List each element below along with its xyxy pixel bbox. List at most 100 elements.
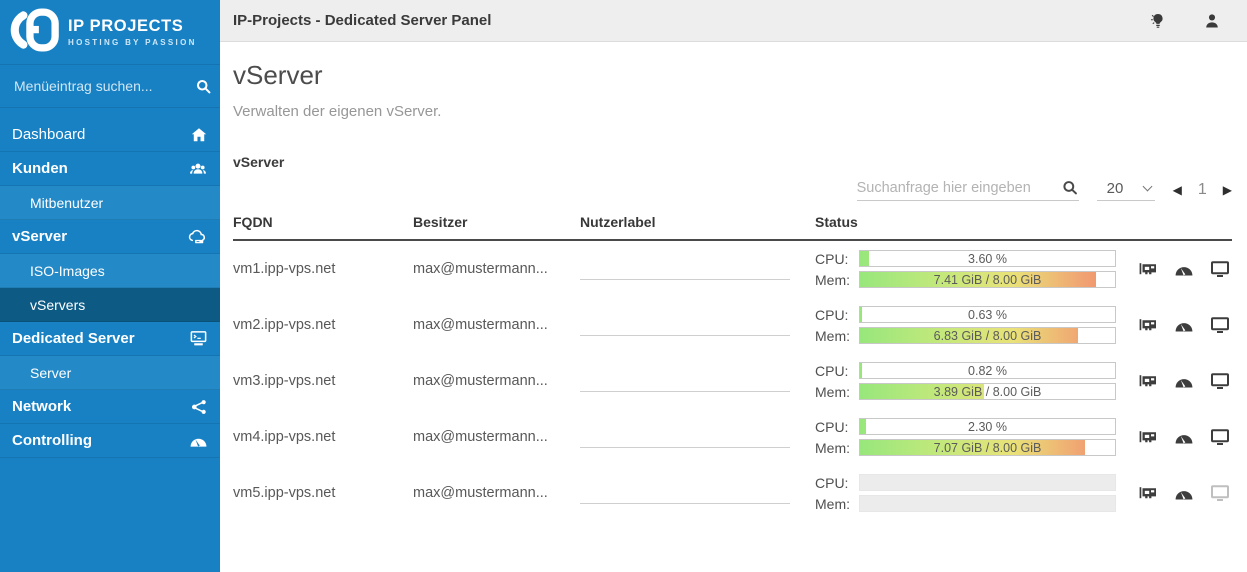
fqdn-cell: vm4.ipp-vps.net [233, 429, 336, 445]
nutzerlabel-input[interactable] [580, 370, 790, 392]
vserver-table: FQDN Besitzer Nutzerlabel Status vm1.ipp… [233, 214, 1232, 521]
brand-text: IP PROJECTS HOSTING BY PASSION [68, 17, 197, 47]
sidebar-item-vservers[interactable]: vServers [0, 288, 220, 322]
status-cell: CPU: 0.63 % Mem: 6.83 GiB / 8.00 GiB [815, 306, 1133, 344]
row-actions [1133, 371, 1232, 391]
status-cell: CPU: 0.82 % Mem: 3.89 GiB / 8.00 GiB [815, 362, 1133, 400]
row-actions [1133, 315, 1232, 335]
sidebar-search [0, 64, 220, 108]
gauge-icon [189, 432, 208, 449]
main-area: IP-Projects - Dedicated Server Panel [220, 0, 1247, 572]
network-card-icon[interactable] [1138, 259, 1158, 279]
table-row: vm1.ipp-vps.net max@mustermann... CPU: 3… [233, 241, 1232, 297]
table-search-input[interactable] [856, 180, 1061, 196]
gauge-icon[interactable] [1174, 372, 1194, 390]
table-header: FQDN Besitzer Nutzerlabel Status [233, 214, 1232, 241]
nutzerlabel-input[interactable] [580, 426, 790, 448]
prev-page-icon[interactable]: ◀ [1172, 183, 1182, 197]
nutzerlabel-input[interactable] [580, 314, 790, 336]
mem-label: Mem: [815, 327, 850, 344]
next-page-icon[interactable]: ▶ [1222, 183, 1232, 197]
mem-bar: 7.07 GiB / 8.00 GiB [859, 439, 1116, 456]
table-row: vm4.ipp-vps.net max@mustermann... CPU: 2… [233, 409, 1232, 465]
mem-bar-text: 7.07 GiB / 8.00 GiB [933, 440, 1042, 455]
monitor-icon[interactable] [1210, 259, 1230, 279]
network-card-icon[interactable] [1138, 427, 1158, 447]
sidebar-item-label: Dedicated Server [12, 330, 135, 347]
cpu-label: CPU: [815, 250, 849, 267]
network-card-icon[interactable] [1138, 483, 1158, 503]
search-icon[interactable] [195, 78, 212, 95]
sidebar-item-kunden[interactable]: Kunden [0, 152, 220, 186]
cpu-bar: 2.30 % [859, 418, 1116, 435]
mem-bar: 3.89 GiB / 8.00 GiB [859, 383, 1116, 400]
status-cell: CPU: Mem: [815, 474, 1133, 512]
sidebar-item-mitbenutzer[interactable]: Mitbenutzer [0, 186, 220, 220]
nutzerlabel-input[interactable] [580, 482, 790, 504]
monitor-icon[interactable] [1210, 371, 1230, 391]
fqdn-cell: vm1.ipp-vps.net [233, 261, 336, 277]
sidebar-item-iso-images[interactable]: ISO-Images [0, 254, 220, 288]
sidebar-item-label: Mitbenutzer [30, 194, 104, 211]
monitor-icon[interactable] [1210, 483, 1230, 503]
cpu-label: CPU: [815, 362, 849, 379]
sidebar-item-label: Server [30, 364, 72, 381]
cpu-bar: 0.82 % [859, 362, 1116, 379]
monitor-icon[interactable] [1210, 315, 1230, 335]
page-size-select[interactable]: 20 [1096, 179, 1155, 201]
nutzerlabel-input[interactable] [580, 258, 790, 280]
sidebar-item-server[interactable]: Server [0, 356, 220, 390]
page-subtitle: Verwalten der eigenen vServer. [233, 103, 442, 120]
search-icon[interactable] [1061, 179, 1079, 197]
owner-cell: max@mustermann... [413, 317, 548, 333]
menu-search-input[interactable] [14, 78, 195, 94]
cloud-server-icon [187, 228, 208, 246]
row-actions [1133, 483, 1232, 503]
brand-logo[interactable]: IP PROJECTS HOSTING BY PASSION [0, 0, 220, 64]
ip-projects-logo-icon [8, 7, 60, 58]
sidebar-item-label: Controlling [12, 432, 92, 449]
table-search [856, 179, 1079, 201]
sidebar-item-dedicated-server[interactable]: Dedicated Server [0, 322, 220, 356]
cpu-label: CPU: [815, 418, 849, 435]
cpu-bar-text: 0.63 % [968, 307, 1007, 322]
terminal-icon [189, 329, 208, 348]
gauge-icon[interactable] [1174, 484, 1194, 502]
mem-label: Mem: [815, 495, 850, 512]
sidebar-item-dashboard[interactable]: Dashboard [0, 118, 220, 152]
cpu-bar-text: 2.30 % [968, 419, 1007, 434]
network-card-icon[interactable] [1138, 315, 1158, 335]
content: vServer Verwalten der eigenen vServer. v… [220, 42, 1247, 521]
sidebar-item-label: vServers [30, 296, 86, 313]
gauge-icon[interactable] [1174, 316, 1194, 334]
cpu-bar-text [860, 475, 1115, 490]
monitor-icon[interactable] [1210, 427, 1230, 447]
table-toolbar: 20 ◀ 1 ▶ [233, 172, 1232, 208]
row-actions [1133, 427, 1232, 447]
sidebar-item-network[interactable]: Network [0, 390, 220, 424]
user-icon[interactable] [1203, 12, 1221, 30]
mem-bar-text: 3.89 GiB / 8.00 GiB [933, 384, 1042, 399]
cpu-bar-text: 0.82 % [968, 363, 1007, 378]
cpu-bar: 3.60 % [859, 250, 1116, 267]
mem-label: Mem: [815, 271, 850, 288]
mem-bar: 7.41 GiB / 8.00 GiB [859, 271, 1116, 288]
lightbulb-icon[interactable] [1149, 11, 1167, 31]
topbar: IP-Projects - Dedicated Server Panel [220, 0, 1247, 42]
cpu-bar [859, 474, 1116, 491]
cpu-bar-text: 3.60 % [968, 251, 1007, 266]
page-size-value: 20 [1106, 179, 1124, 197]
table-row: vm2.ipp-vps.net max@mustermann... CPU: 0… [233, 297, 1232, 353]
fqdn-cell: vm5.ipp-vps.net [233, 485, 336, 501]
mem-bar [859, 495, 1116, 512]
mem-bar-text: 6.83 GiB / 8.00 GiB [933, 328, 1042, 343]
col-header-besitzer: Besitzer [413, 214, 468, 230]
gauge-icon[interactable] [1174, 428, 1194, 446]
sidebar-item-vserver[interactable]: vServer [0, 220, 220, 254]
sidebar-item-controlling[interactable]: Controlling [0, 424, 220, 458]
table-row: vm3.ipp-vps.net max@mustermann... CPU: 0… [233, 353, 1232, 409]
gauge-icon[interactable] [1174, 260, 1194, 278]
status-cell: CPU: 3.60 % Mem: 7.41 GiB / 8.00 GiB [815, 250, 1133, 288]
network-card-icon[interactable] [1138, 371, 1158, 391]
